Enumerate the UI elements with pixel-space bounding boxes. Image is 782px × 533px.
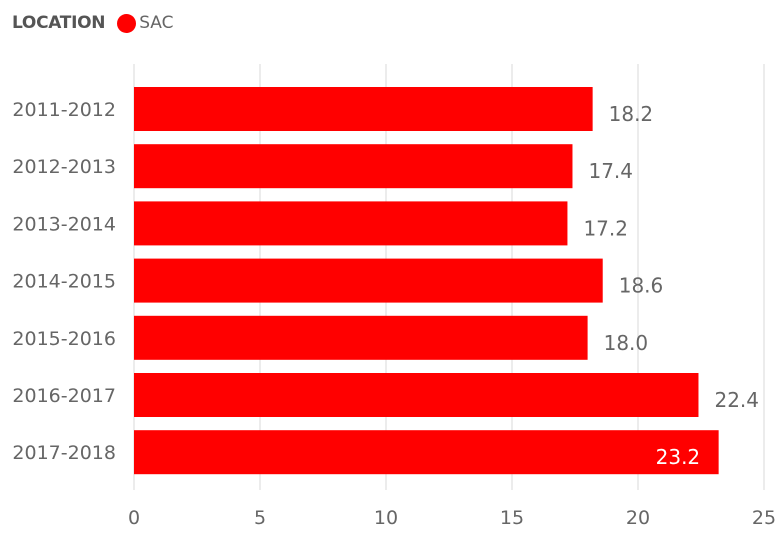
category-label: 2015-2016 — [12, 328, 116, 350]
x-tick-label: 5 — [254, 507, 266, 529]
legend-swatch-circle-icon — [117, 13, 137, 33]
legend-item-sac[interactable]: SAC — [117, 13, 174, 33]
category-label: 2017-2018 — [12, 442, 116, 464]
x-tick-label: 0 — [128, 507, 140, 529]
category-label: 2014-2015 — [12, 271, 116, 293]
legend: LOCATION SAC — [12, 10, 174, 36]
value-labels: 18.2 17.4 17.2 18.6 18.0 22.4 23.2 — [583, 102, 759, 469]
x-tick-label: 15 — [500, 507, 524, 529]
value-label: 22.4 — [714, 388, 759, 412]
value-label: 17.2 — [583, 216, 628, 240]
legend-title: LOCATION — [12, 13, 106, 33]
x-tick-labels: 0 5 10 15 20 25 — [128, 507, 776, 529]
bar-2017-2018[interactable] — [134, 430, 719, 475]
category-label: 2011-2012 — [12, 99, 116, 121]
value-label: 18.6 — [619, 274, 664, 298]
value-label: 23.2 — [656, 445, 701, 469]
category-label: 2013-2014 — [12, 213, 116, 235]
category-label: 2012-2013 — [12, 156, 116, 178]
bar-2015-2016[interactable] — [134, 315, 588, 360]
x-tick-label: 10 — [374, 507, 398, 529]
x-tick-label: 25 — [752, 507, 776, 529]
value-label: 17.4 — [588, 159, 633, 183]
category-label: 2016-2017 — [12, 385, 116, 407]
bars — [134, 87, 719, 475]
x-tick-label: 20 — [626, 507, 650, 529]
bar-2012-2013[interactable] — [134, 144, 573, 189]
value-label: 18.0 — [604, 331, 649, 355]
category-labels: 2011-2012 2012-2013 2013-2014 2014-2015 2015… — [12, 99, 116, 464]
bar-2013-2014[interactable] — [134, 201, 568, 246]
bar-2014-2015[interactable] — [134, 258, 603, 303]
bar-2016-2017[interactable] — [134, 373, 699, 417]
legend-label: SAC — [139, 13, 174, 33]
value-label: 18.2 — [609, 102, 654, 126]
bar-2011-2012[interactable] — [134, 87, 593, 131]
